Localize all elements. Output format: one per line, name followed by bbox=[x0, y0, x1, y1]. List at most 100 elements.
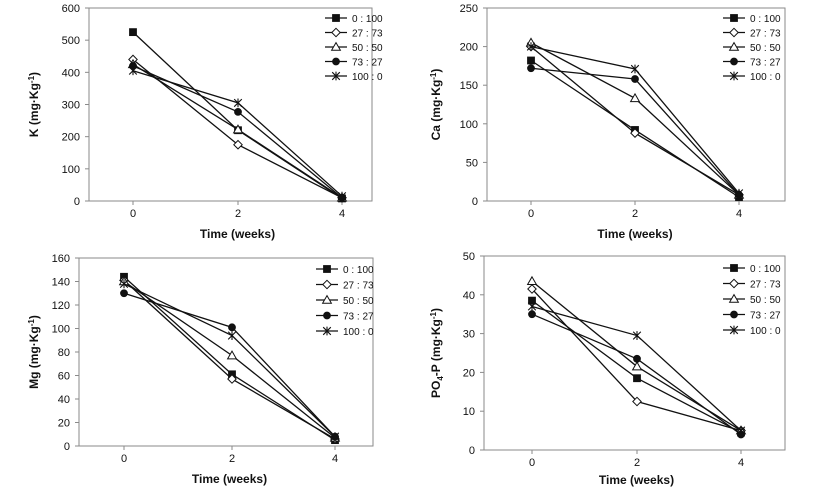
series-5 bbox=[526, 42, 744, 198]
legend-label: 0 : 100 bbox=[750, 264, 781, 275]
y-tick-label: 150 bbox=[460, 80, 478, 92]
series-5 bbox=[128, 66, 347, 201]
legend-marker bbox=[730, 57, 738, 66]
y-tick-label: 40 bbox=[463, 290, 475, 302]
x-axis-title: Time (weeks) bbox=[200, 227, 275, 241]
legend-label: 27 : 73 bbox=[352, 29, 383, 40]
series-line bbox=[123, 279, 336, 440]
series-line bbox=[123, 283, 336, 438]
y-tick-label: 30 bbox=[463, 329, 475, 341]
plot-frame bbox=[88, 7, 373, 202]
legend-item: 100 : 0 bbox=[723, 325, 781, 337]
x-axis-title: Time (weeks) bbox=[192, 472, 267, 486]
y-tick-label: 0 bbox=[469, 445, 475, 457]
x-tick-label: 0 bbox=[528, 208, 534, 220]
legend-marker bbox=[323, 265, 331, 273]
data-point bbox=[234, 107, 242, 116]
data-point bbox=[128, 66, 138, 76]
data-point bbox=[633, 354, 641, 363]
legend: 0 : 100 27 : 73 50 : 50 73 : 27 100 : 0 bbox=[316, 265, 374, 338]
y-tick-label: 50 bbox=[463, 251, 475, 263]
legend-item: 73 : 27 bbox=[723, 58, 781, 69]
legend-label: 100 : 0 bbox=[352, 72, 383, 83]
y-tick-label: 160 bbox=[52, 253, 70, 265]
chart-panel-1: 0 100 200 300 400 500 600 0 2 4 Time (weeks) K (mg·… bbox=[27, 3, 383, 241]
data-point bbox=[228, 323, 236, 332]
legend-label: 27 : 73 bbox=[750, 29, 781, 40]
data-point bbox=[233, 139, 243, 150]
data-point bbox=[527, 302, 537, 311]
y-tick-label: 100 bbox=[52, 324, 70, 336]
legend-item: 27 : 73 bbox=[325, 27, 383, 40]
data-point bbox=[527, 56, 535, 65]
data-point bbox=[330, 432, 340, 441]
data-point bbox=[631, 75, 639, 83]
legend-item: 27 : 73 bbox=[723, 278, 781, 291]
y-tick-label: 300 bbox=[62, 100, 80, 112]
y-tick-label: 0 bbox=[472, 196, 478, 208]
x-tick-label: 0 bbox=[130, 208, 136, 220]
legend-item: 0 : 100 bbox=[325, 14, 383, 25]
x-axis-title: Time (weeks) bbox=[597, 227, 672, 241]
legend-label: 73 : 27 bbox=[750, 58, 781, 69]
legend-item: 100 : 0 bbox=[325, 71, 383, 83]
legend-label: 73 : 27 bbox=[352, 58, 383, 69]
legend-marker bbox=[322, 326, 332, 336]
series-3 bbox=[127, 58, 348, 202]
y-tick-label: 250 bbox=[460, 3, 478, 15]
x-tick-label: 2 bbox=[632, 208, 638, 220]
chart-panel-3: 0 20 40 60 80 100 120 140 160 0 2 4 Time (weeks) Mg (… bbox=[27, 253, 374, 486]
series-3 bbox=[525, 37, 745, 199]
plot-frame bbox=[486, 7, 786, 202]
y-tick-label: 0 bbox=[64, 441, 70, 453]
legend-item: 0 : 100 bbox=[723, 14, 781, 25]
y-tick-label: 100 bbox=[62, 164, 80, 176]
y-tick-label: 200 bbox=[460, 42, 478, 54]
y-tick-label: 100 bbox=[460, 119, 478, 131]
legend-label: 50 : 50 bbox=[750, 43, 781, 54]
legend-marker bbox=[729, 27, 739, 38]
y-tick-label: 0 bbox=[74, 196, 80, 208]
legend-label: 100 : 0 bbox=[750, 326, 781, 337]
y-tick-label: 20 bbox=[463, 367, 475, 379]
y-axis-title: Mg (mg·Kg-1) bbox=[27, 315, 41, 389]
legend-marker bbox=[729, 325, 739, 335]
legend-marker bbox=[323, 311, 331, 320]
data-point bbox=[119, 279, 129, 289]
data-point bbox=[527, 64, 535, 73]
legend-label: 73 : 27 bbox=[750, 311, 781, 322]
data-point bbox=[630, 128, 640, 138]
legend-label: 73 : 27 bbox=[343, 312, 374, 323]
legend-item: 0 : 100 bbox=[316, 265, 374, 276]
legend: 0 : 100 27 : 73 50 : 50 73 : 27 100 : 0 bbox=[325, 14, 383, 83]
x-axis-title: Time (weeks) bbox=[599, 473, 674, 487]
data-point bbox=[629, 92, 641, 103]
y-tick-label: 20 bbox=[58, 418, 70, 430]
legend-item: 73 : 27 bbox=[316, 312, 374, 323]
legend-marker bbox=[332, 14, 340, 22]
legend-label: 100 : 0 bbox=[750, 72, 781, 83]
data-point bbox=[226, 350, 238, 360]
chart-panel-4: 0 10 20 30 40 50 0 2 4 Time (weeks) PO4-P (mg·Kg-1… bbox=[429, 251, 786, 487]
legend-marker bbox=[730, 14, 738, 22]
legend-item: 27 : 73 bbox=[316, 279, 374, 292]
data-point bbox=[736, 426, 746, 435]
legend: 0 : 100 27 : 73 50 : 50 73 : 27 100 : 0 bbox=[723, 14, 781, 83]
legend-item: 73 : 27 bbox=[325, 58, 383, 69]
legend-label: 0 : 100 bbox=[352, 14, 383, 25]
legend-item: 50 : 50 bbox=[723, 41, 781, 54]
legend-item: 0 : 100 bbox=[723, 264, 781, 275]
data-point bbox=[120, 289, 128, 298]
y-tick-label: 200 bbox=[62, 132, 80, 144]
data-point bbox=[526, 275, 538, 286]
data-point bbox=[630, 64, 640, 74]
x-tick-label: 4 bbox=[339, 208, 345, 220]
legend-marker bbox=[330, 41, 342, 51]
data-point bbox=[734, 188, 744, 198]
y-tick-label: 40 bbox=[58, 394, 70, 406]
y-tick-label: 80 bbox=[58, 347, 70, 359]
legend-marker bbox=[728, 293, 740, 303]
legend-marker bbox=[730, 310, 738, 319]
legend-marker bbox=[730, 264, 738, 272]
